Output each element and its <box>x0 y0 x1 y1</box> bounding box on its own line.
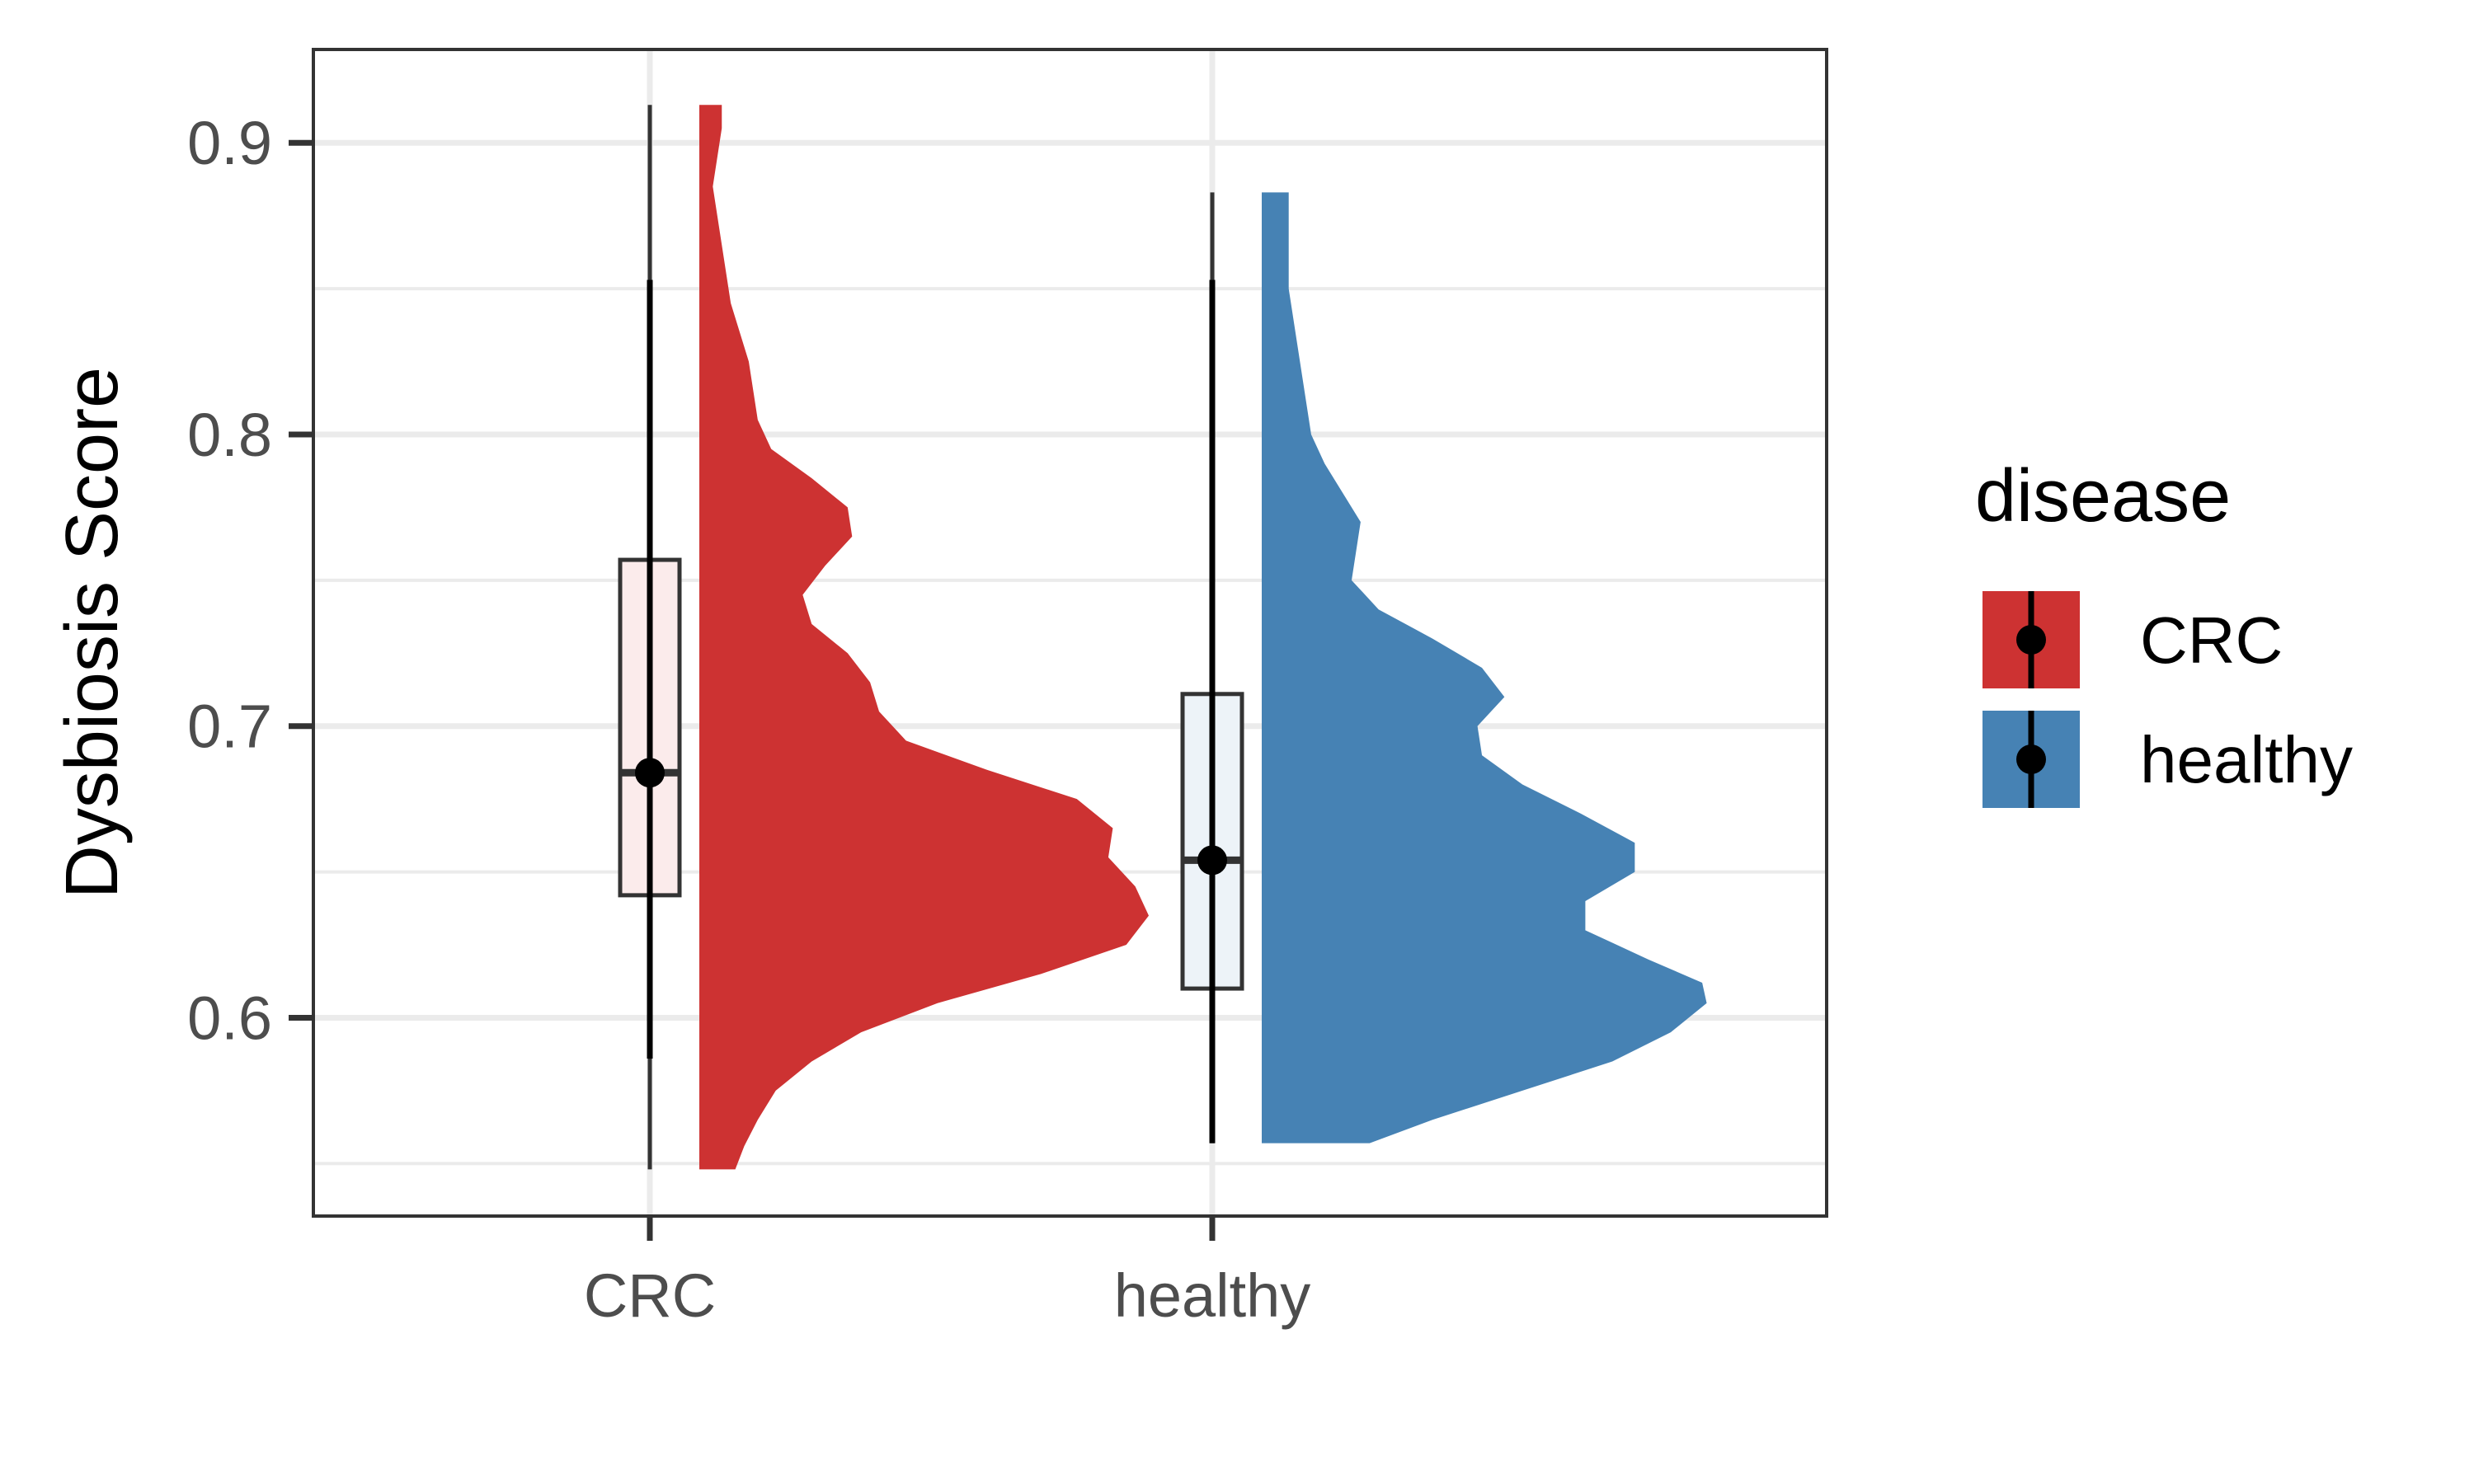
legend-key-point <box>2016 744 2046 774</box>
mean-point-healthy <box>1197 845 1227 876</box>
chart-marks <box>618 105 1707 1170</box>
legend-label-healthy: healthy <box>2140 723 2353 796</box>
legend: disease CRC healthy <box>1975 455 2353 808</box>
violin-healthy <box>1262 192 1707 1144</box>
legend-title: disease <box>1975 455 2231 538</box>
violin-crc <box>699 105 1149 1170</box>
y-tick-label: 0.8 <box>187 401 272 469</box>
axes: 0.6 0.7 0.8 0.9 CRC healthy <box>187 109 1310 1330</box>
legend-label-crc: CRC <box>2140 603 2283 677</box>
x-tick-label: healthy <box>1114 1261 1311 1330</box>
mean-point-crc <box>635 758 665 788</box>
panel-border <box>312 48 1828 1218</box>
x-tick-label: CRC <box>584 1261 716 1330</box>
legend-key-point <box>2016 625 2046 655</box>
y-axis-title: Dysbiosis Score <box>51 367 134 899</box>
y-tick-label: 0.6 <box>187 984 272 1052</box>
y-tick-label: 0.9 <box>187 109 272 177</box>
y-tick-label: 0.7 <box>187 693 272 761</box>
